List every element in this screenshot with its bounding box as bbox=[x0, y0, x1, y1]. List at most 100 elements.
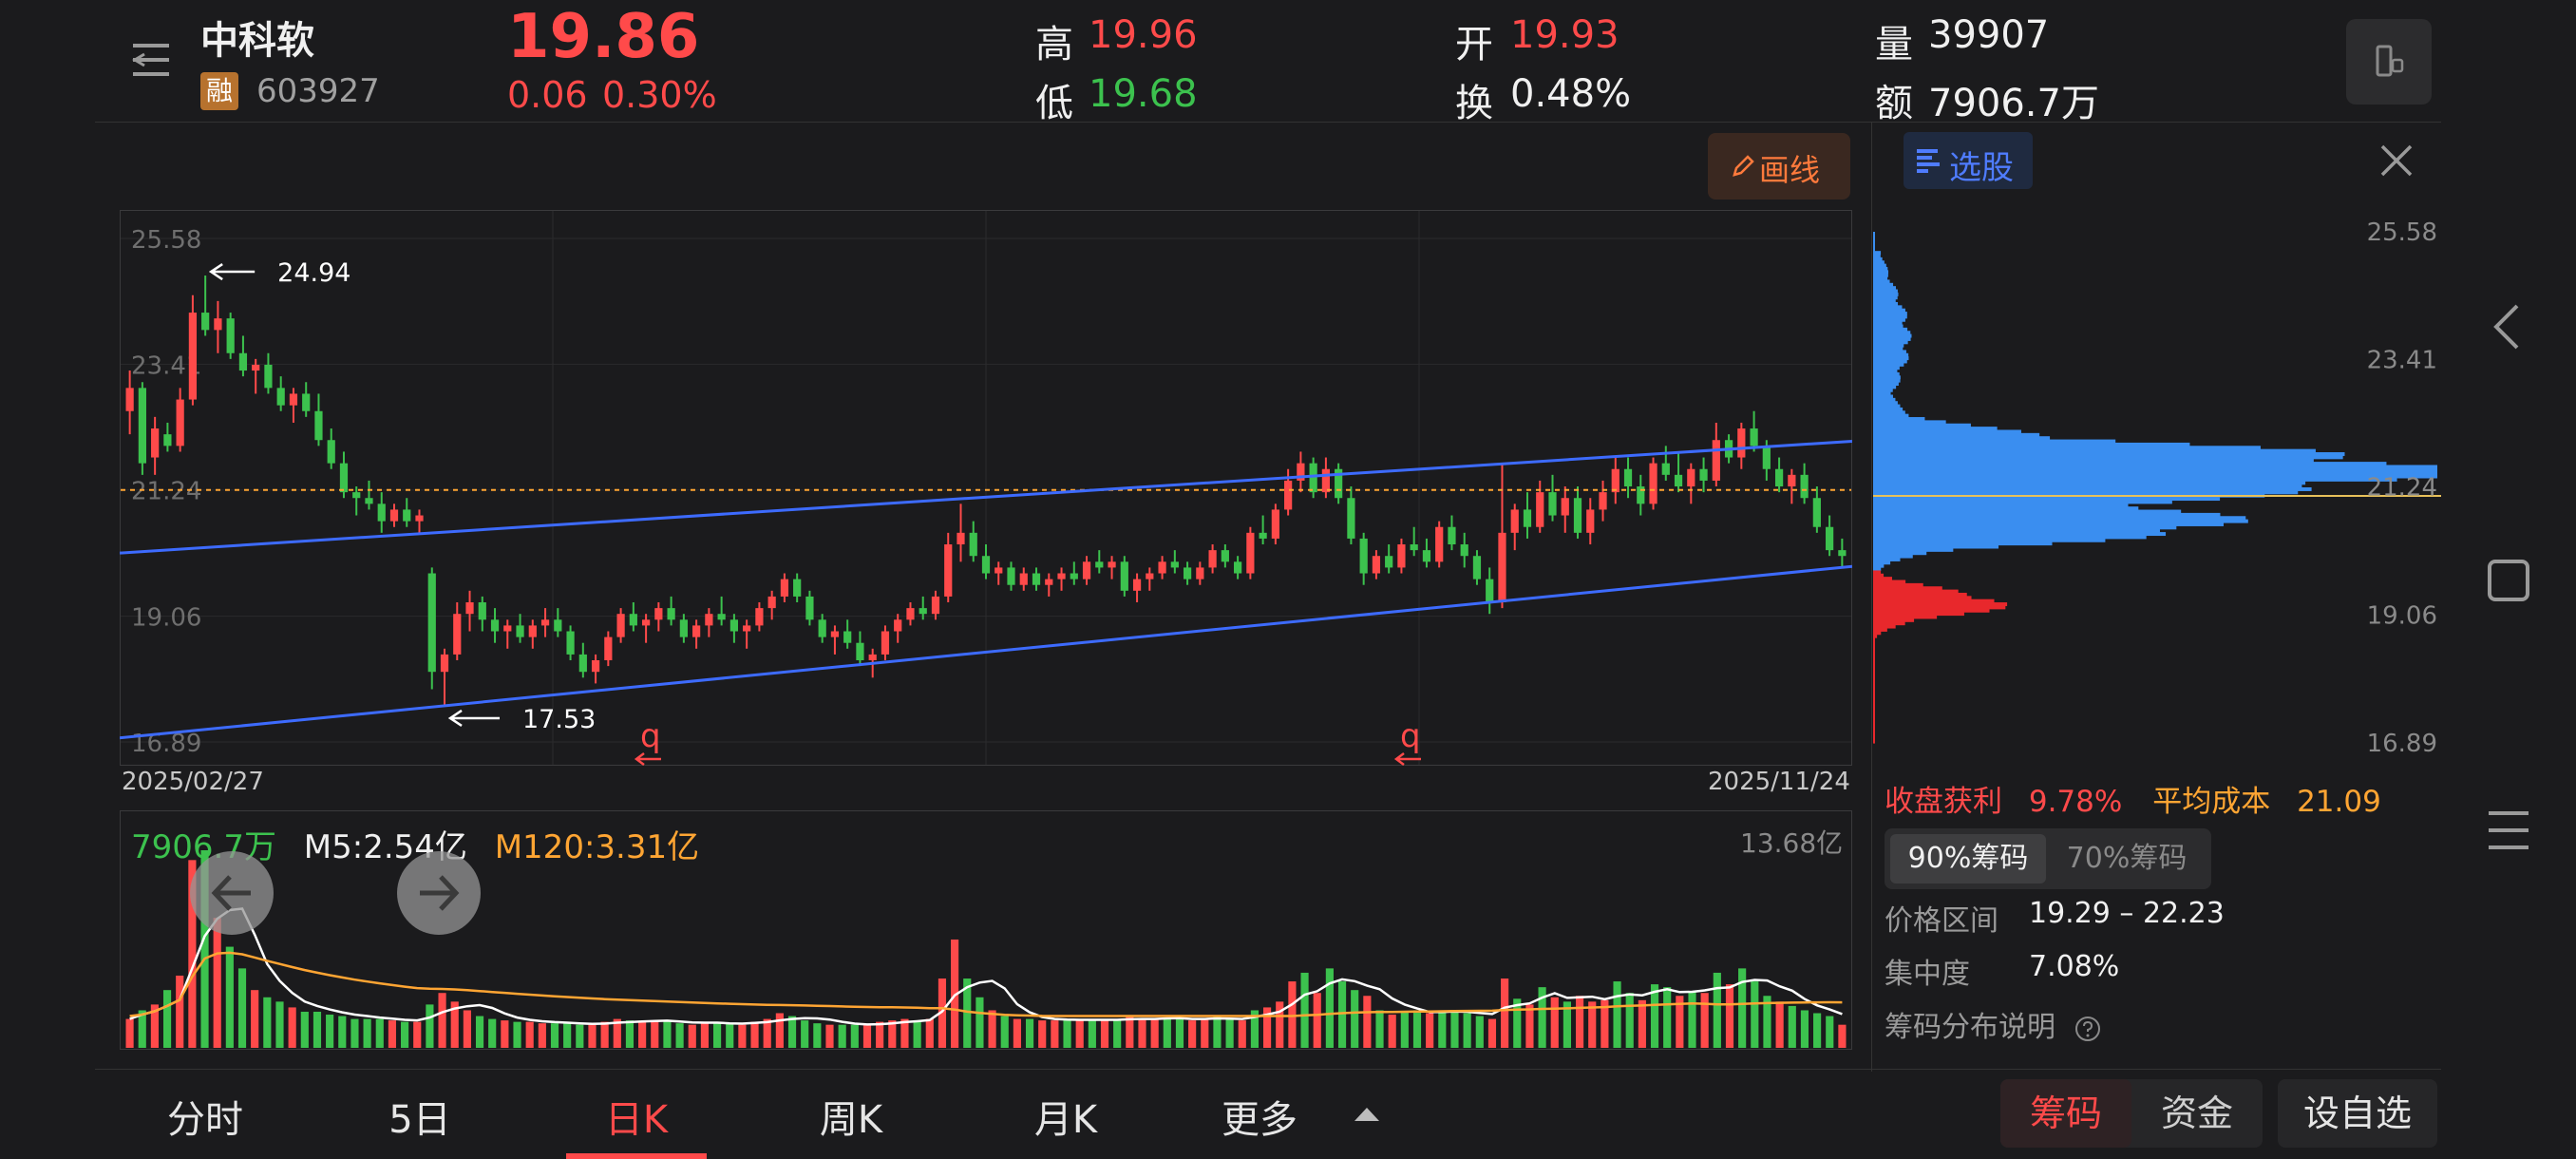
chip-bar bbox=[1873, 458, 2314, 463]
tab-weekly-k[interactable]: 周K bbox=[819, 1098, 883, 1142]
volume-bar bbox=[1438, 1010, 1447, 1048]
candle-body bbox=[1737, 428, 1746, 458]
help-circle-icon bbox=[2074, 1016, 2100, 1041]
chip-bar bbox=[1873, 647, 1875, 652]
scroll-right-button[interactable] bbox=[397, 851, 481, 935]
volume-bar bbox=[1201, 1018, 1209, 1048]
volume-bar bbox=[513, 1021, 521, 1048]
chip-bar bbox=[1873, 678, 1875, 683]
chip-bar bbox=[1873, 333, 1912, 338]
volume-bar bbox=[1538, 987, 1546, 1048]
chip-bar bbox=[1873, 713, 1875, 718]
max-arrow bbox=[208, 262, 256, 281]
chip-bar bbox=[1873, 317, 1905, 322]
volume-bar bbox=[750, 1021, 759, 1048]
tab-daily-k[interactable]: 日K bbox=[604, 1098, 669, 1142]
volume-bar bbox=[726, 1023, 734, 1048]
chip-y-tick-label: 21.24 bbox=[2367, 474, 2437, 503]
amount-label: 额 bbox=[1875, 82, 1913, 125]
price-change-pct: 0.30% bbox=[602, 74, 717, 116]
chip-bar bbox=[1873, 551, 1927, 556]
concentration-label: 集中度 bbox=[1885, 958, 1970, 991]
chip-bar bbox=[1873, 356, 1909, 361]
period-tabs: 分时 5日 日K 周K 月K 更多 bbox=[120, 1072, 1449, 1159]
chip-bar bbox=[1873, 640, 1875, 645]
candle-body bbox=[1573, 498, 1582, 533]
chip-bar bbox=[1873, 324, 1904, 329]
chip-bar bbox=[1873, 624, 1896, 629]
candle-body bbox=[578, 654, 587, 673]
volume-m120-line bbox=[129, 951, 1843, 1017]
volume-bar bbox=[1625, 993, 1634, 1048]
volume-bar bbox=[1051, 1020, 1059, 1048]
chip-bar bbox=[1873, 347, 1904, 352]
volume-bar bbox=[1025, 1018, 1034, 1048]
volume-bar bbox=[975, 997, 984, 1048]
open-label: 开 bbox=[1455, 23, 1493, 66]
volume-bar bbox=[1450, 1011, 1459, 1048]
tab-5day[interactable]: 5日 bbox=[388, 1098, 451, 1142]
candle-body bbox=[289, 393, 298, 406]
candle-body bbox=[1699, 468, 1708, 481]
home-icon[interactable] bbox=[2485, 557, 2532, 604]
chip-bar bbox=[1873, 666, 1875, 671]
volume-chart[interactable] bbox=[120, 810, 1852, 1050]
chip-bar bbox=[1873, 704, 1875, 709]
chip-bar bbox=[1873, 232, 1875, 236]
back-icon[interactable] bbox=[2489, 302, 2527, 352]
draw-line-button[interactable]: 画线 bbox=[1708, 133, 1850, 200]
tab-monthly-k[interactable]: 月K bbox=[1033, 1098, 1098, 1142]
candle-body bbox=[856, 642, 864, 661]
tab-90-chips[interactable]: 90%筹码 bbox=[1890, 834, 2046, 884]
volume-bar bbox=[1113, 1020, 1122, 1048]
tab-intraday[interactable]: 分时 bbox=[167, 1098, 243, 1142]
chip-bar bbox=[1873, 557, 1901, 561]
volume-bar bbox=[951, 939, 959, 1048]
y-tick-label: 21.24 bbox=[131, 478, 201, 506]
candle-body bbox=[931, 596, 940, 615]
chip-bar bbox=[1873, 446, 2261, 450]
candle-body bbox=[516, 625, 524, 637]
chips-tab[interactable]: 筹码 bbox=[2000, 1079, 2131, 1148]
volume-bar bbox=[1288, 981, 1297, 1048]
close-panel-button[interactable] bbox=[2375, 139, 2418, 182]
chip-bar bbox=[1873, 688, 1875, 693]
chip-bar bbox=[1873, 263, 1886, 268]
candle-body bbox=[1132, 579, 1142, 591]
tab-more[interactable]: 更多 bbox=[1222, 1098, 1297, 1142]
chip-help-link[interactable]: 筹码分布说明 bbox=[1885, 1003, 2101, 1045]
recent-apps-icon[interactable] bbox=[2485, 809, 2532, 851]
chip-bar bbox=[1873, 519, 2248, 523]
candle-body bbox=[214, 318, 222, 331]
chip-bar bbox=[1873, 477, 2397, 482]
caret-up-icon[interactable] bbox=[1353, 1104, 1381, 1123]
candle-body bbox=[906, 608, 915, 620]
candle-body bbox=[591, 660, 600, 673]
tab-70-chips[interactable]: 70%筹码 bbox=[2066, 842, 2188, 875]
scroll-left-button[interactable] bbox=[190, 851, 274, 935]
volume-bar bbox=[1487, 1018, 1497, 1048]
chip-bar bbox=[1873, 382, 1899, 386]
candle-body bbox=[1385, 556, 1393, 568]
candle-body bbox=[1750, 428, 1758, 446]
menu-icon[interactable] bbox=[127, 38, 175, 82]
landscape-toggle-button[interactable] bbox=[2346, 19, 2432, 104]
chip-bar bbox=[1873, 608, 1990, 613]
candle-body bbox=[1472, 556, 1482, 580]
candle-body bbox=[1120, 561, 1128, 591]
candle-body bbox=[1397, 544, 1406, 568]
candle-body bbox=[478, 602, 486, 620]
volume-bar bbox=[1075, 1020, 1084, 1048]
add-to-watchlist-button[interactable]: 设自选 bbox=[2278, 1079, 2437, 1148]
volume-bar bbox=[1725, 984, 1734, 1048]
candle-body bbox=[503, 625, 512, 632]
volume-bar bbox=[1575, 996, 1584, 1048]
avg-cost-label: 平均成本 bbox=[2152, 785, 2271, 819]
volume-bar bbox=[1213, 1016, 1222, 1048]
arrow-right-icon bbox=[420, 875, 460, 911]
funds-tab[interactable]: 资金 bbox=[2160, 1092, 2233, 1134]
pick-stock-button[interactable]: 选股 bbox=[1904, 132, 2033, 189]
y-tick-label: 19.06 bbox=[131, 604, 201, 633]
candle-body bbox=[1826, 526, 1834, 551]
